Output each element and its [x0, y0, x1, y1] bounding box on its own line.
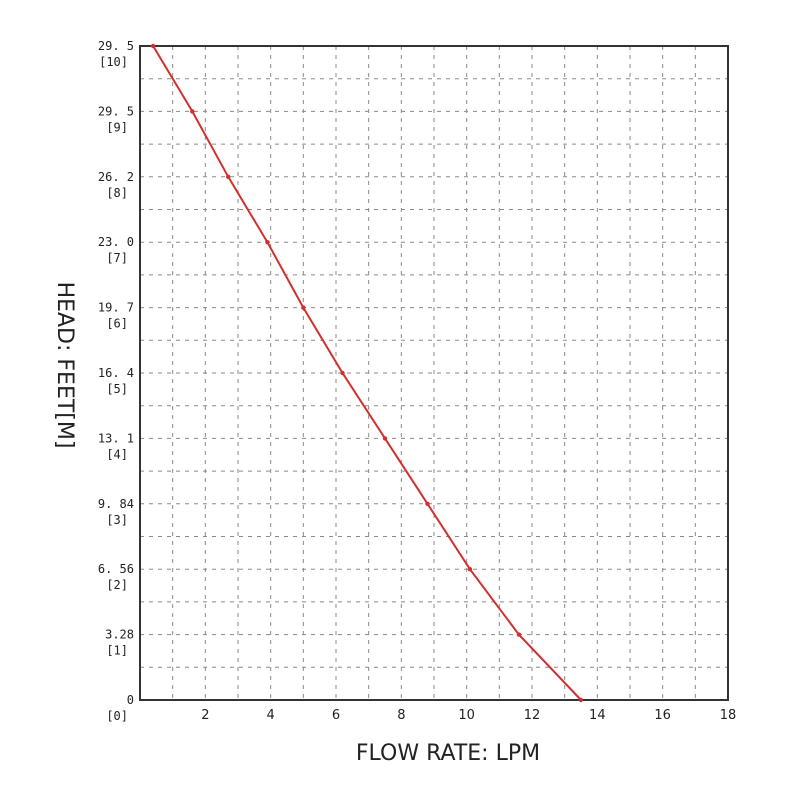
grid	[140, 46, 728, 700]
x-tick-label: 4	[267, 708, 275, 723]
data-point	[150, 43, 156, 49]
data-point	[425, 501, 430, 506]
data-point	[265, 240, 270, 245]
x-tick-label: 12	[524, 708, 541, 723]
plot-frame	[139, 45, 729, 701]
x-tick-label: 6	[332, 708, 340, 723]
x-tick-label: 10	[458, 708, 475, 723]
y-tick-label-feet: 19. 7	[98, 301, 134, 315]
x-tick-labels: 2 4 6 8 10 12 14 16 18	[201, 708, 736, 723]
data-point	[382, 436, 388, 441]
y-tick-label-feet: 29. 5	[98, 39, 134, 53]
x-tick-label: 8	[397, 708, 405, 723]
data-point	[467, 567, 473, 572]
y-tick-label-meters: [6]	[106, 317, 128, 331]
y-tick-label-meters: [9]	[106, 120, 128, 134]
y-tick-label-meters: [3]	[106, 513, 128, 527]
x-tick-label: 2	[201, 708, 209, 723]
y-tick-label-meters: [8]	[106, 186, 128, 200]
series-group	[150, 43, 584, 703]
x-tick-label: 14	[589, 708, 606, 723]
data-point	[578, 697, 584, 703]
data-point	[301, 305, 306, 310]
data-point	[516, 632, 522, 637]
y-tick-label-feet: 6. 56	[98, 562, 134, 576]
x-axis-title: FLOW RATE: LPM	[356, 741, 540, 766]
data-point	[226, 174, 231, 179]
y-tick-label-meters: [5]	[106, 382, 128, 396]
y-tick-label-meters: [10]	[99, 55, 128, 69]
y-tick-label-feet: 23. 0	[98, 235, 134, 249]
y-tick-label-feet: 0	[127, 693, 134, 707]
y-tick-label-feet: 9. 84	[98, 497, 134, 511]
y-tick-labels: 0 [0] 3.28 [1] 6. 56 [2] 9. 84 [3] 13. 1 [4] 16. 4…	[98, 39, 134, 723]
data-point	[190, 109, 195, 114]
y-tick-label-feet: 29. 5	[98, 104, 134, 118]
x-tick-label: 18	[720, 708, 737, 723]
y-tick-label-meters: [1]	[106, 644, 128, 658]
y-tick-label-feet: 26. 2	[98, 170, 134, 184]
y-tick-label-feet: 3.28	[105, 628, 134, 642]
y-axis-title: HEAD: FEET[M]	[52, 282, 77, 449]
y-tick-label-meters: [7]	[106, 251, 128, 265]
y-tick-label-meters: [4]	[106, 447, 128, 461]
y-tick-label-meters: [2]	[106, 578, 128, 592]
y-tick-label-feet: 16. 4	[98, 366, 134, 380]
y-tick-label-feet: 13. 1	[98, 431, 134, 445]
data-point	[340, 370, 345, 376]
x-tick-label: 16	[654, 708, 671, 723]
y-tick-label-meters: [0]	[106, 709, 128, 723]
